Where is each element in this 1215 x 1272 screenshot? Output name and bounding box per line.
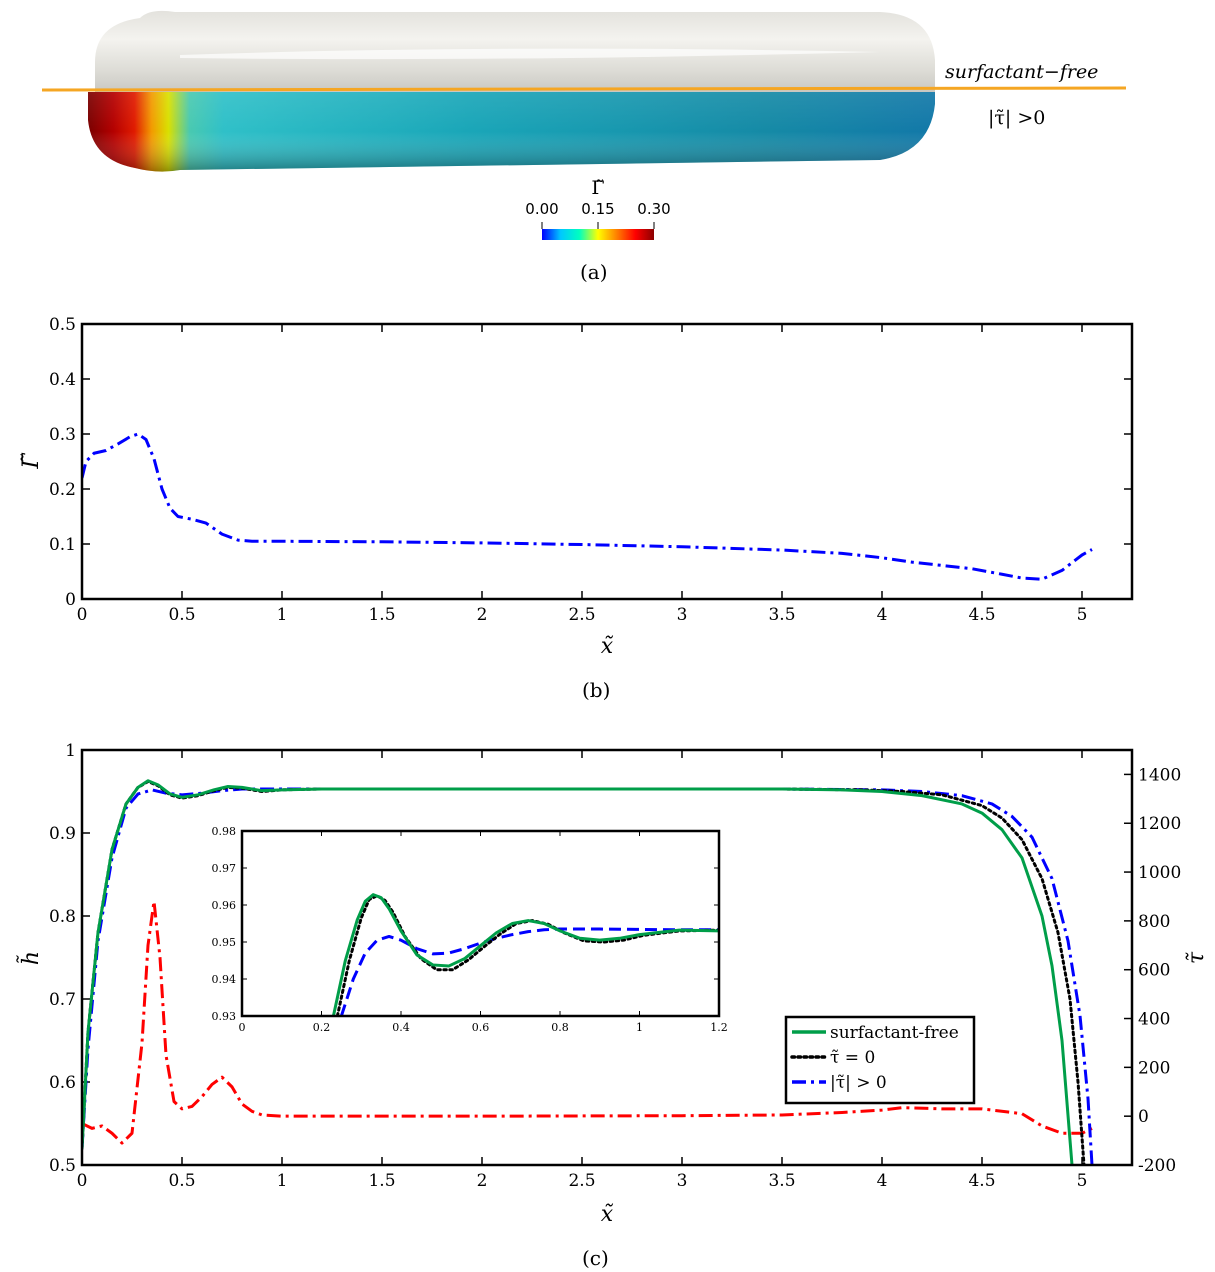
x-tick-label: 0.5 [168,1171,195,1191]
y-tick-label: 0.96 [212,899,237,912]
panel-c-frame [80,748,1134,1167]
inset-frame [240,829,721,1018]
panel-c-y-axis-label-left: h̃ [17,951,44,965]
x-tick-label: 1 [277,605,288,625]
colorbar-title: Γ̃ [591,177,604,199]
x-tick-label: 3.5 [768,1171,795,1191]
panel-c-x-axis-label: x̃ [601,1202,614,1227]
y2-tick-label: 600 [1138,961,1170,981]
y2-tick-label: 800 [1138,912,1170,932]
x-tick-label: 0.8 [551,1021,569,1034]
y-tick-label: 0.3 [49,425,76,445]
x-tick-label: 2.5 [568,605,595,625]
colorbar-tick-labels: 0.00 0.15 0.30 [525,200,670,218]
colorbar [542,229,654,240]
x-tick-label: 4.5 [968,605,995,625]
bubble-lower-shade [88,92,935,172]
panel-c-series [82,779,1094,1165]
x-tick-label: 1.2 [710,1021,728,1034]
caption-a: (a) [580,260,608,284]
bubble-highlight [180,48,880,60]
y-tick-label: 0.94 [212,973,237,986]
x-tick-label: 0.6 [472,1021,490,1034]
x-tick-label: 0.5 [168,605,195,625]
y-tick-label: 0.93 [212,1010,237,1023]
x-tick-label: 5 [1077,1171,1088,1191]
legend-label: |τ̃| > 0 [830,1073,887,1093]
label-nonzero-tau: |τ̃| >0 [988,107,1045,129]
x-tick-label: 1.5 [368,605,395,625]
label-surfactant-free: surfactant−free [945,61,1098,83]
colorbar-tick-label: 0.00 [525,200,558,218]
y-tick-label: 0.6 [49,1073,76,1093]
series-line [82,899,1093,1145]
legend-label: surfactant-free [830,1023,959,1043]
panel-b-chart: 0 0.5 1 1.5 2 2.5 3 3.5 4 4.5 5 0 0.1 0.2 0.3 0.4 0.5 x̃… [19,315,1134,702]
inset-ticks: 0 0.2 0.4 0.6 0.8 1 1.2 0.93 0.94 0.95 0.96 0.97 0.9… [212,825,728,1034]
x-tick-label: 1 [636,1021,643,1034]
panel-b-ticks: 0 0.5 1 1.5 2 2.5 3 3.5 4 4.5 5 0 0.1 0.2 0.3 0.4 0.5 [49,315,1132,625]
y-tick-label: 0.97 [212,862,237,875]
panel-b-y-axis-label: Γ̃ [19,453,44,470]
x-tick-label: 3 [677,605,688,625]
panel-c-y-axis-label-right: τ̃ [1184,951,1209,964]
y-tick-label: 0.7 [49,990,76,1010]
caption-c: (c) [582,1246,609,1270]
colorbar-tick-label: 0.30 [637,200,670,218]
x-tick-label: 0 [77,605,88,625]
y-tick-label: 0 [65,590,76,610]
x-tick-label: 4 [877,1171,888,1191]
panel-b-series [82,432,1093,581]
y-tick-label: 0.8 [49,907,76,927]
x-tick-label: 2 [477,605,488,625]
inset-background [242,831,719,1016]
inset-series [331,893,719,1016]
series-line [339,927,719,1016]
x-tick-label: 1 [277,1171,288,1191]
x-tick-label: 0 [239,1021,246,1034]
y-tick-label: 0.4 [49,370,76,390]
panel-c-ticks: 0 0.5 1 1.5 2 2.5 3 3.5 4 4.5 50.50.60.70.80.91-20… [49,741,1181,1191]
x-tick-label: 5 [1077,605,1088,625]
legend-label: τ̃ = 0 [830,1048,875,1068]
x-tick-label: 3 [677,1171,688,1191]
y2-tick-label: 0 [1138,1107,1149,1127]
x-tick-label: 0 [77,1171,88,1191]
y-tick-label: 0.95 [212,936,237,949]
y-tick-label: 0.9 [49,824,76,844]
colorbar-tick-marks [541,222,655,229]
x-tick-label: 1.5 [368,1171,395,1191]
x-tick-label: 2.5 [568,1171,595,1191]
y2-tick-label: 1200 [1138,814,1181,834]
y2-tick-label: 1000 [1138,863,1181,883]
caption-b: (b) [582,678,610,702]
y-tick-label: 0.5 [49,315,76,335]
y2-tick-label: 400 [1138,1010,1170,1030]
y-tick-label: 0.98 [212,825,237,838]
x-tick-label: 2 [477,1171,488,1191]
colorbar-tick-label: 0.15 [581,200,614,218]
y2-tick-label: 200 [1138,1058,1170,1078]
panel-a: surfactant−free |τ̃| >0 Γ̃ 0.00 0.15 0.30 … [41,10,1127,284]
x-tick-label: 4.5 [968,1171,995,1191]
x-tick-label: 0.4 [392,1021,410,1034]
x-tick-label: 3.5 [768,605,795,625]
y-tick-label: 0.5 [49,1156,76,1176]
panel-b-frame [80,322,1134,601]
y-tick-label: 0.2 [49,480,76,500]
series-line [331,893,719,1016]
x-tick-label: 0.2 [313,1021,331,1034]
series-line [82,779,1074,1165]
panel-b-x-axis-label: x̃ [601,634,614,659]
y-tick-label: 1 [65,741,76,761]
y-tick-label: 0.1 [49,535,76,555]
y2-tick-label: 1400 [1138,765,1181,785]
x-tick-label: 4 [877,605,888,625]
series-line [82,432,1093,581]
panel-c-legend: surfactant-free τ̃ = 0 |τ̃| > 0 [784,1015,976,1105]
y2-tick-label: -200 [1138,1156,1176,1176]
interface-divider-line [41,86,1127,92]
panel-c-chart: 0 0.5 1 1.5 2 2.5 3 3.5 4 4.5 50.50.60.70.80.91-20… [17,741,1209,1270]
